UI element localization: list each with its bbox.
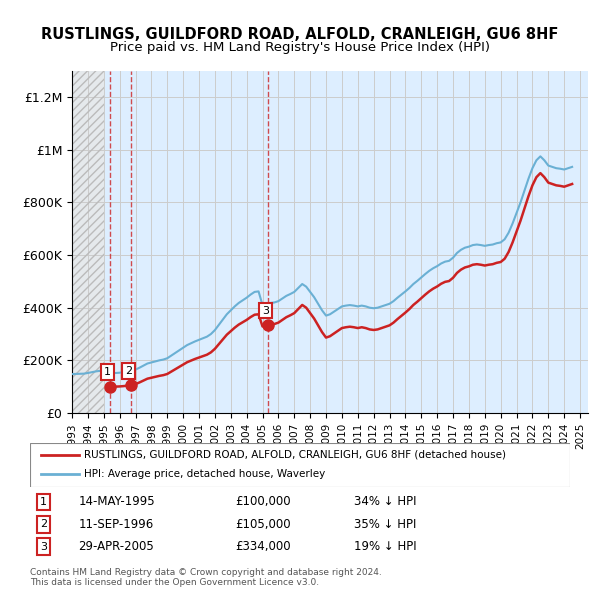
Text: 1: 1 xyxy=(40,497,47,507)
Bar xyxy=(72,71,104,413)
Text: 29-APR-2005: 29-APR-2005 xyxy=(79,540,154,553)
Text: £100,000: £100,000 xyxy=(235,496,291,509)
Text: 35% ↓ HPI: 35% ↓ HPI xyxy=(354,518,416,531)
Text: 34% ↓ HPI: 34% ↓ HPI xyxy=(354,496,416,509)
Text: 11-SEP-1996: 11-SEP-1996 xyxy=(79,518,154,531)
Text: 2: 2 xyxy=(40,519,47,529)
Text: Price paid vs. HM Land Registry's House Price Index (HPI): Price paid vs. HM Land Registry's House … xyxy=(110,41,490,54)
Text: RUSTLINGS, GUILDFORD ROAD, ALFOLD, CRANLEIGH, GU6 8HF: RUSTLINGS, GUILDFORD ROAD, ALFOLD, CRANL… xyxy=(41,27,559,41)
Text: HPI: Average price, detached house, Waverley: HPI: Average price, detached house, Wave… xyxy=(84,470,325,479)
Text: Contains HM Land Registry data © Crown copyright and database right 2024.
This d: Contains HM Land Registry data © Crown c… xyxy=(30,568,382,587)
Text: £334,000: £334,000 xyxy=(235,540,291,553)
Text: 3: 3 xyxy=(40,542,47,552)
Text: 1: 1 xyxy=(104,367,111,377)
Text: £105,000: £105,000 xyxy=(235,518,291,531)
Text: 2: 2 xyxy=(125,366,132,376)
FancyBboxPatch shape xyxy=(30,442,570,487)
Text: 3: 3 xyxy=(262,306,269,316)
Text: 19% ↓ HPI: 19% ↓ HPI xyxy=(354,540,416,553)
Bar xyxy=(72,71,104,413)
Text: RUSTLINGS, GUILDFORD ROAD, ALFOLD, CRANLEIGH, GU6 8HF (detached house): RUSTLINGS, GUILDFORD ROAD, ALFOLD, CRANL… xyxy=(84,450,506,460)
Text: 14-MAY-1995: 14-MAY-1995 xyxy=(79,496,155,509)
